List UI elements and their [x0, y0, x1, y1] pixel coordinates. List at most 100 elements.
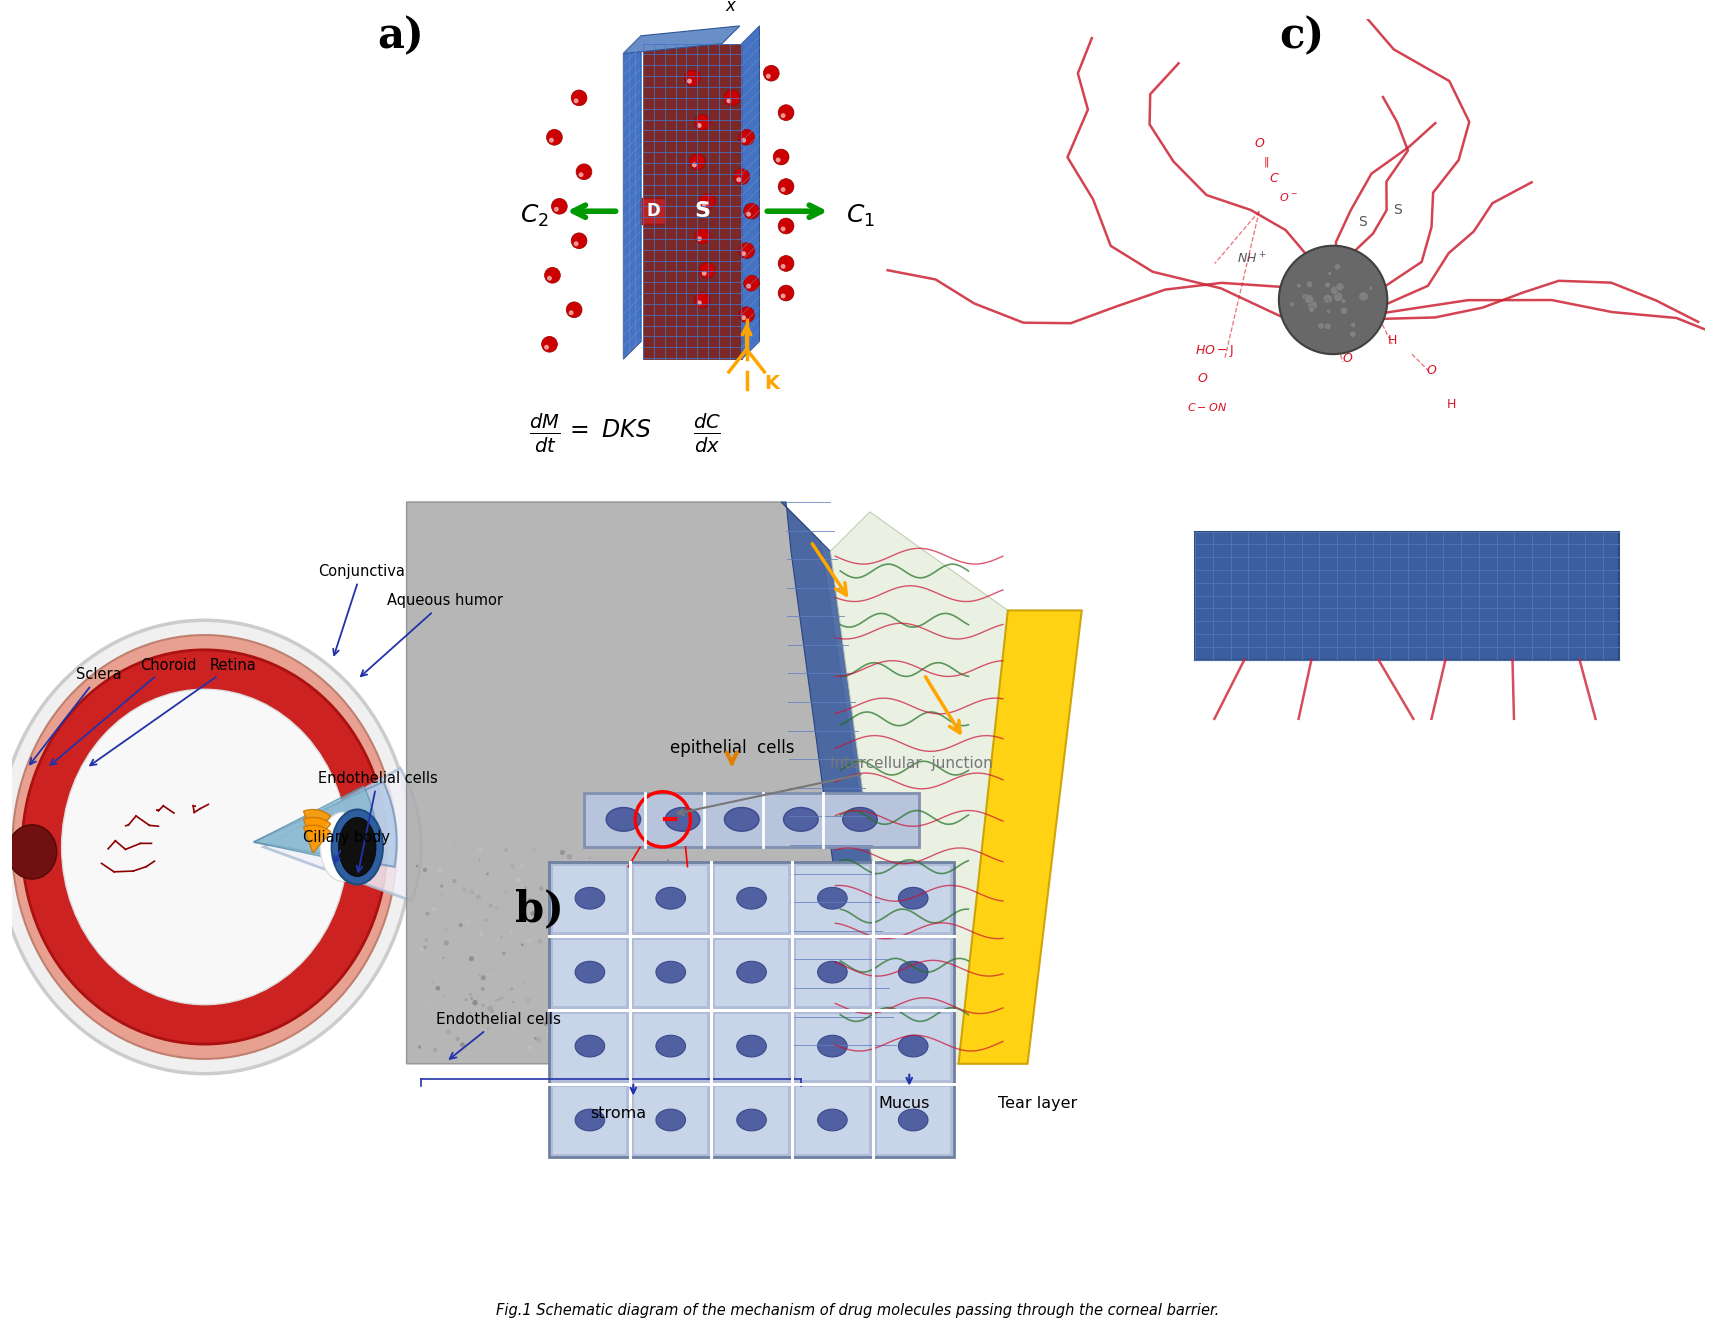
Bar: [553, 865, 627, 932]
Circle shape: [682, 997, 683, 998]
Text: Fig.1 Schematic diagram of the mechanism of drug molecules passing through the c: Fig.1 Schematic diagram of the mechanism…: [496, 1303, 1219, 1318]
Text: b): b): [515, 888, 563, 930]
Circle shape: [737, 913, 743, 918]
Bar: [877, 865, 950, 932]
Ellipse shape: [331, 809, 383, 884]
Bar: [877, 1014, 950, 1080]
Circle shape: [797, 1050, 800, 1054]
Circle shape: [544, 345, 549, 350]
Circle shape: [697, 236, 702, 242]
Ellipse shape: [656, 888, 685, 909]
Circle shape: [664, 928, 668, 932]
Circle shape: [683, 868, 689, 874]
Circle shape: [742, 874, 745, 878]
Circle shape: [501, 951, 507, 955]
Circle shape: [488, 904, 493, 908]
Circle shape: [568, 311, 573, 316]
Circle shape: [771, 965, 774, 969]
Circle shape: [670, 1018, 673, 1023]
Bar: [634, 940, 707, 1006]
Circle shape: [701, 942, 706, 947]
Text: $\frac{dC}{dx}$: $\frac{dC}{dx}$: [694, 411, 721, 455]
Text: Intercellular  junction: Intercellular junction: [678, 756, 992, 815]
Ellipse shape: [338, 817, 376, 877]
Circle shape: [1334, 292, 1343, 301]
Bar: [553, 1014, 627, 1080]
Circle shape: [477, 859, 481, 861]
Circle shape: [733, 1034, 737, 1038]
Circle shape: [573, 925, 577, 928]
Circle shape: [754, 999, 755, 1003]
Circle shape: [582, 901, 585, 906]
Circle shape: [477, 847, 482, 851]
Circle shape: [747, 212, 750, 216]
Circle shape: [525, 998, 531, 1003]
Circle shape: [591, 977, 594, 979]
Text: O: O: [1253, 137, 1264, 150]
Circle shape: [658, 1013, 661, 1016]
Circle shape: [579, 173, 584, 178]
Circle shape: [652, 889, 654, 892]
Circle shape: [537, 940, 543, 943]
Circle shape: [563, 1018, 568, 1022]
Circle shape: [567, 303, 582, 317]
Circle shape: [443, 941, 448, 946]
Text: S: S: [694, 202, 711, 222]
Circle shape: [438, 868, 443, 873]
Circle shape: [508, 1013, 513, 1018]
Circle shape: [699, 1048, 702, 1052]
Circle shape: [738, 999, 743, 1003]
Circle shape: [416, 865, 419, 868]
Circle shape: [773, 149, 790, 165]
Text: Sclera: Sclera: [29, 667, 122, 764]
Circle shape: [754, 943, 757, 946]
Circle shape: [733, 957, 735, 959]
Circle shape: [781, 187, 786, 192]
Bar: [877, 940, 950, 1006]
Circle shape: [481, 975, 486, 981]
Circle shape: [577, 1043, 582, 1047]
Circle shape: [512, 1001, 515, 1003]
Circle shape: [1351, 322, 1356, 328]
Ellipse shape: [817, 1109, 846, 1131]
Circle shape: [486, 872, 489, 876]
Circle shape: [694, 228, 711, 244]
Text: Retina: Retina: [91, 658, 256, 766]
Circle shape: [685, 70, 701, 86]
Circle shape: [529, 1016, 534, 1022]
Wedge shape: [304, 809, 331, 837]
Circle shape: [512, 1027, 513, 1030]
Circle shape: [778, 1036, 783, 1042]
Circle shape: [1308, 300, 1317, 311]
Circle shape: [484, 918, 488, 922]
Ellipse shape: [725, 808, 759, 831]
Circle shape: [795, 1048, 798, 1051]
Ellipse shape: [817, 888, 846, 909]
Circle shape: [460, 1042, 465, 1047]
Circle shape: [675, 940, 676, 942]
Circle shape: [778, 105, 793, 121]
Circle shape: [1334, 264, 1341, 271]
Circle shape: [663, 1002, 668, 1007]
Bar: [797, 940, 869, 1006]
Circle shape: [541, 337, 558, 352]
Text: S: S: [1392, 203, 1401, 218]
Circle shape: [604, 967, 608, 970]
Circle shape: [555, 938, 556, 940]
Circle shape: [486, 1026, 491, 1030]
Circle shape: [536, 1038, 541, 1043]
Ellipse shape: [817, 961, 846, 983]
Circle shape: [618, 893, 622, 896]
Circle shape: [551, 199, 567, 214]
Bar: [634, 865, 707, 932]
Circle shape: [680, 863, 683, 867]
Circle shape: [544, 268, 560, 283]
Text: a): a): [378, 16, 424, 57]
Bar: [714, 940, 788, 1006]
Circle shape: [757, 1044, 759, 1047]
Text: D: D: [646, 202, 659, 220]
Circle shape: [613, 1048, 618, 1054]
Circle shape: [549, 138, 555, 143]
Circle shape: [743, 275, 759, 291]
Text: O: O: [1427, 364, 1437, 377]
